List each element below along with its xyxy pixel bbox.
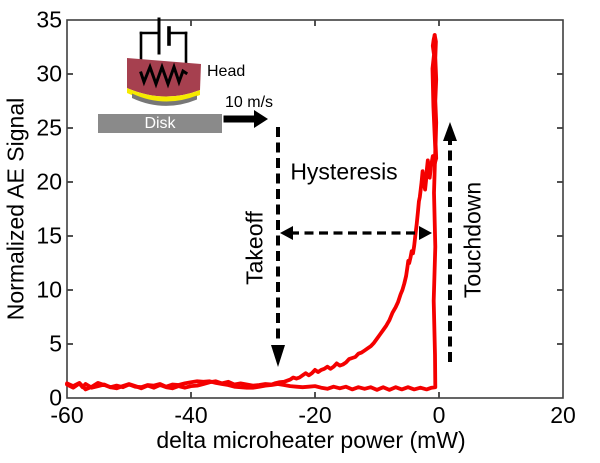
y-tick-label: 0 [49, 384, 62, 411]
inset-schematic [98, 17, 268, 133]
touchdown-label: Touchdown [459, 181, 486, 299]
axis-ticks [67, 20, 563, 398]
y-tick-label: 20 [36, 168, 62, 195]
disk-label: Disk [144, 115, 176, 132]
y-tick-label: 30 [36, 60, 62, 87]
y-tick-label: 15 [36, 222, 62, 249]
disk-velocity-arrowhead-icon [254, 110, 268, 128]
x-tick-label: 20 [550, 402, 576, 428]
head-shadow-layer [132, 93, 197, 106]
takeoff-label: Takeoff [241, 211, 268, 285]
y-tick-label: 10 [36, 276, 62, 303]
touchdown-up-arrowhead-icon [443, 122, 457, 141]
hysteresis-left-arrowhead-icon [280, 226, 293, 240]
x-tick-label: -20 [298, 402, 332, 428]
resistor-zigzag-icon [139, 62, 189, 89]
x-axis-title: delta microheater power (mW) [156, 427, 466, 453]
y-tick-label: 5 [49, 330, 62, 357]
takeoff-down-arrowhead-icon [271, 345, 285, 367]
x-tick-label: -60 [50, 402, 84, 428]
takeoff-sweep-curve [65, 33, 439, 392]
annotation-arrows [271, 122, 457, 367]
disk-bar [98, 114, 222, 133]
y-axis-title: Normalized AE Signal [2, 97, 29, 321]
head-label: Head [207, 63, 246, 80]
hysteresis-right-arrowhead-icon [419, 226, 432, 240]
data-series [65, 33, 439, 392]
y-tick-label: 25 [36, 114, 62, 141]
speed-label: 10 m/s [224, 94, 274, 111]
head-slider-shape [127, 58, 201, 97]
hysteresis-label: Hysteresis [290, 158, 398, 185]
x-tick-label: 0 [432, 402, 446, 428]
x-tick-label: -40 [174, 402, 208, 428]
y-tick-label: 35 [36, 6, 62, 33]
